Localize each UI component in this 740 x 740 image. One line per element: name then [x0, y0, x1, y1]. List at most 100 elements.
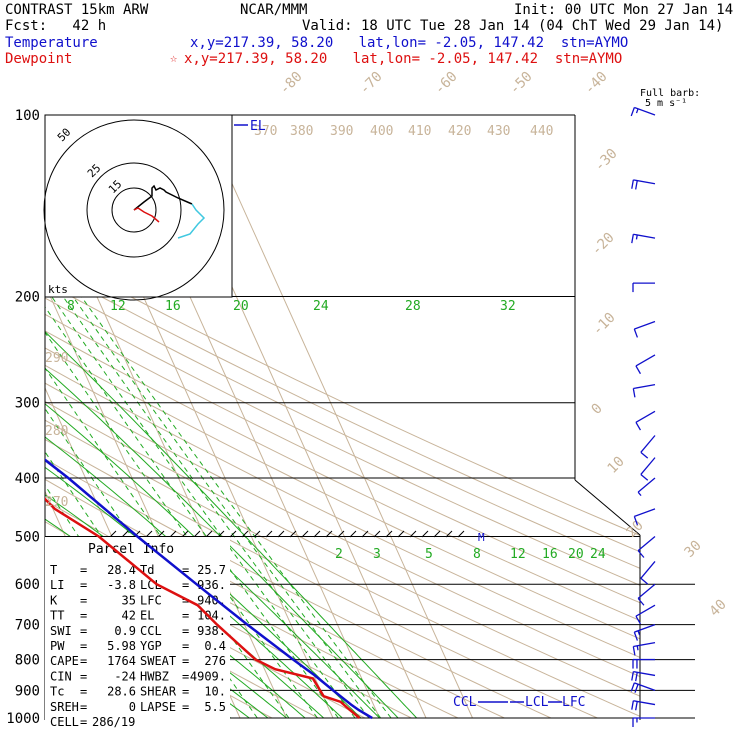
dry-adiabat-line: [45, 115, 640, 719]
wind-barb-flag: [631, 179, 634, 189]
temperature-location: x,y=217.39, 58.20 lat,lon= -2.05, 147.42…: [190, 35, 629, 51]
parcel-value: 1764: [107, 654, 136, 668]
mixing-ratio-label: 24: [590, 547, 606, 562]
isotherm-label: 40: [707, 597, 730, 620]
dry-adiabat-line: [45, 115, 640, 719]
wind-barb: [637, 583, 656, 606]
wind-barb-flag: [637, 550, 645, 558]
freezing-level-hatch: [241, 530, 249, 538]
wind-barb-staff: [637, 535, 656, 552]
parcel-label: SWEAT: [140, 654, 176, 668]
mixing-ratio-label: 20: [568, 547, 584, 562]
parcel-value: 938.: [197, 624, 226, 638]
freezing-level-hatch: [229, 530, 237, 538]
wind-barb-flag: [632, 388, 636, 398]
wind-barb-flag: [640, 473, 649, 481]
wind-barb-flag: [636, 645, 639, 651]
isotherm-label: -10: [590, 310, 619, 339]
freezing-level-hatch: [409, 530, 417, 538]
freezing-level-hatch: [301, 530, 309, 538]
parcel-value: 0.9: [114, 624, 136, 638]
wind-barb-flag: [635, 615, 642, 625]
parcel-label: CELL: [50, 715, 79, 729]
hodo-trace-upper: [133, 184, 193, 211]
pressure-tick-label: 1000: [6, 711, 40, 727]
dry-adiabat-line: [45, 115, 598, 719]
wind-barb-staff: [637, 477, 656, 493]
mixing-ratio-label: 16: [542, 547, 558, 562]
parcel-value: 286/19: [92, 715, 135, 729]
parcel-equals: =: [182, 639, 189, 653]
wind-barb: [640, 435, 656, 459]
parcel-label: LI: [50, 578, 64, 592]
mixing-ratio-label: 5: [425, 547, 433, 562]
parcel-value: 28.6: [107, 685, 136, 699]
wind-barb-flag: [635, 672, 638, 682]
wind-barb-staff: [635, 604, 656, 617]
wind-barb-flag: [633, 328, 639, 338]
parcel-value: 276: [204, 654, 226, 668]
parcel-value: 5.5: [204, 700, 226, 714]
pressure-tick-label: 100: [15, 108, 40, 124]
parcel-label: CIN: [50, 669, 72, 683]
wind-barb-flag: [635, 180, 638, 190]
mixing-ratio-label: 3: [373, 547, 381, 562]
isotherm-line: [200, 115, 473, 719]
wind-barb-staff: [640, 561, 656, 579]
parcel-equals: =: [80, 654, 87, 668]
freezing-level-hatch: [109, 530, 117, 538]
parcel-label: CAPE: [50, 654, 79, 668]
lcl-marker: LCL: [525, 695, 549, 710]
dewpoint-profile-line: [45, 115, 361, 719]
parcel-value: -3.8: [107, 578, 136, 592]
wind-barb-flag: [635, 234, 638, 240]
mixing-ratio-label: 12: [510, 547, 526, 562]
wind-barb-flag: [637, 597, 645, 606]
moist-adiabat-line: [45, 220, 380, 719]
wind-barb-staff: [633, 233, 656, 239]
isotherm-label: -30: [592, 146, 621, 175]
parcel-label: SREH: [50, 700, 79, 714]
wind-barb: [635, 604, 656, 625]
freezing-level-hatch: [457, 530, 465, 538]
dry-adiabat-line: [45, 115, 640, 719]
freezing-level-hatch: [397, 530, 405, 538]
freezing-level-hatch: [325, 530, 333, 538]
isotherm-label: 0: [589, 401, 606, 418]
wind-barb: [633, 320, 656, 338]
wind-barb-staff: [634, 320, 656, 330]
parcel-equals: =: [182, 609, 189, 623]
parcel-label: Tc: [50, 685, 64, 699]
isotherm-label: -50: [507, 69, 536, 98]
theta-label: 380: [290, 124, 313, 139]
freezing-level-hatch: [145, 530, 153, 538]
parcel-equals: =: [80, 578, 87, 592]
isotherm-line: [0, 115, 8, 718]
wind-barb-flag: [640, 451, 649, 459]
parcel-equals: =: [80, 700, 87, 714]
hodo-ring-25: [86, 162, 182, 258]
freezing-level-hatch: [253, 530, 261, 538]
wind-barb-flag: [640, 577, 649, 585]
parcel-equals: =: [182, 669, 189, 683]
parcel-equals: =: [80, 609, 87, 623]
freezing-level-hatch: [373, 530, 381, 538]
wind-barb-staff: [637, 583, 656, 599]
wind-barb-flag: [637, 630, 641, 636]
parcel-value: 940.: [197, 593, 226, 607]
hodo-ring-50: [43, 119, 225, 301]
wind-barb-flag: [637, 491, 642, 497]
parcel-equals: =: [182, 700, 189, 714]
parcel-value: 0: [129, 700, 136, 714]
freezing-level-hatch: [445, 530, 453, 538]
freezing-level-hatch: [121, 530, 129, 538]
dry-adiabat-line: [45, 115, 640, 719]
org-label: NCAR/MMM: [240, 2, 308, 18]
freezing-level-hatch: [385, 530, 393, 538]
parcel-label: LAPSE: [140, 700, 176, 714]
wind-barb: [631, 233, 656, 244]
barb-key-title: Full barb:: [640, 88, 700, 99]
moist-adiabat-line: [45, 220, 399, 719]
wind-barb-staff: [634, 682, 656, 692]
